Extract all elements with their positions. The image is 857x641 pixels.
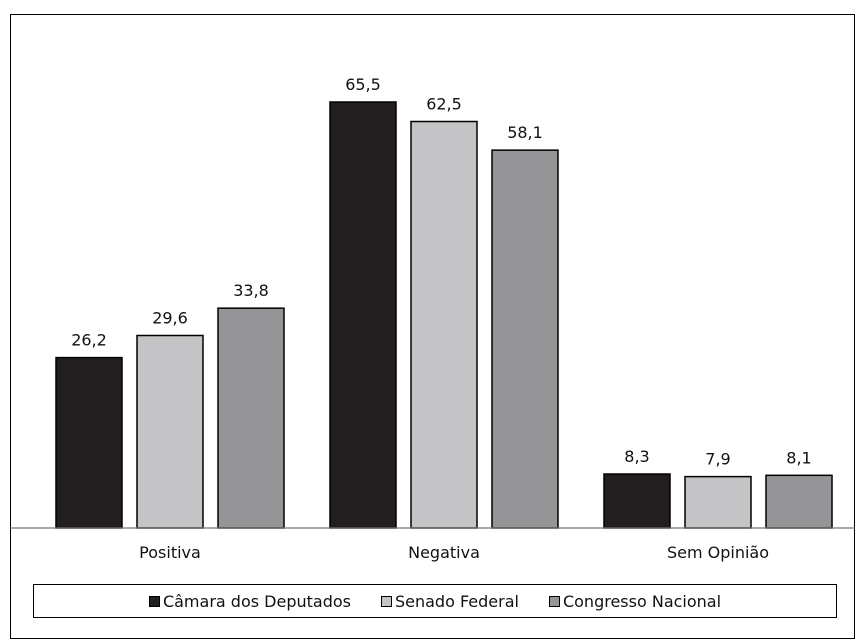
- legend-swatch-congresso: [548, 595, 560, 607]
- legend-item-camara: Câmara dos Deputados: [148, 591, 351, 611]
- legend-label-camara: Câmara dos Deputados: [162, 591, 351, 611]
- bar-negativa-camara: [329, 101, 397, 529]
- legend-item-senado: Senado Federal: [380, 591, 519, 611]
- bar-positiva-senado: [136, 334, 204, 529]
- data-label-negativa-camara: 65,5: [345, 75, 381, 94]
- category-label-negativa: Negativa: [408, 543, 480, 562]
- data-label-sem-opiniao-congresso: 8,1: [786, 448, 811, 467]
- data-label-negativa-congresso: 58,1: [507, 123, 543, 142]
- category-label-sem-opiniao: Sem Opinião: [667, 543, 769, 562]
- bar-positiva-congresso: [217, 307, 285, 529]
- legend: Câmara dos Deputados Senado Federal Cong…: [33, 584, 837, 618]
- data-label-positiva-congresso: 33,8: [233, 281, 269, 300]
- bar-sem-opiniao-congresso: [765, 474, 833, 529]
- data-label-positiva-senado: 29,6: [152, 308, 188, 327]
- data-label-positiva-camara: 26,2: [71, 331, 107, 350]
- bar-negativa-senado: [410, 120, 478, 529]
- data-label-sem-opiniao-camara: 8,3: [624, 447, 649, 466]
- legend-swatch-senado: [380, 595, 392, 607]
- data-label-sem-opiniao-senado: 7,9: [705, 450, 730, 469]
- legend-label-congresso: Congresso Nacional: [562, 591, 722, 611]
- category-label-positiva: Positiva: [139, 543, 201, 562]
- bar-sem-opiniao-senado: [684, 475, 752, 529]
- legend-item-congresso: Congresso Nacional: [548, 591, 722, 611]
- bar-negativa-congresso: [491, 149, 559, 529]
- data-label-negativa-senado: 62,5: [426, 95, 462, 114]
- bar-positiva-camara: [55, 356, 123, 529]
- legend-label-senado: Senado Federal: [394, 591, 519, 611]
- legend-swatch-camara: [148, 595, 160, 607]
- bar-sem-opiniao-camara: [603, 473, 671, 529]
